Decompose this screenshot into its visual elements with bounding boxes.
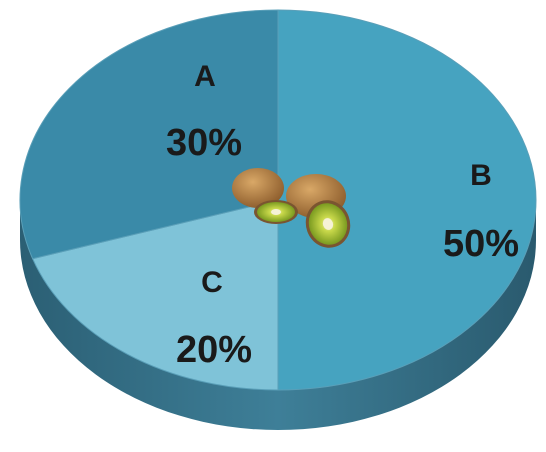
slice-value-a: 30%: [166, 122, 242, 164]
kiwi-icon: [232, 168, 351, 248]
slice-label-c: C: [201, 266, 223, 299]
slice-label-a: A: [194, 60, 216, 93]
pie-side: [20, 200, 536, 430]
slice-label-b: B: [470, 159, 492, 192]
pie-side-wall: [20, 200, 536, 430]
slice-labels: A 30% B 50% C 20%: [166, 60, 519, 371]
slice-value-b: 50%: [443, 223, 519, 265]
pie-slice-a: [19, 9, 279, 260]
pie-slice-c: [31, 199, 279, 391]
slice-value-c: 20%: [176, 329, 252, 371]
pie-slice-b: [277, 9, 537, 391]
pie-slices: [19, 9, 537, 391]
